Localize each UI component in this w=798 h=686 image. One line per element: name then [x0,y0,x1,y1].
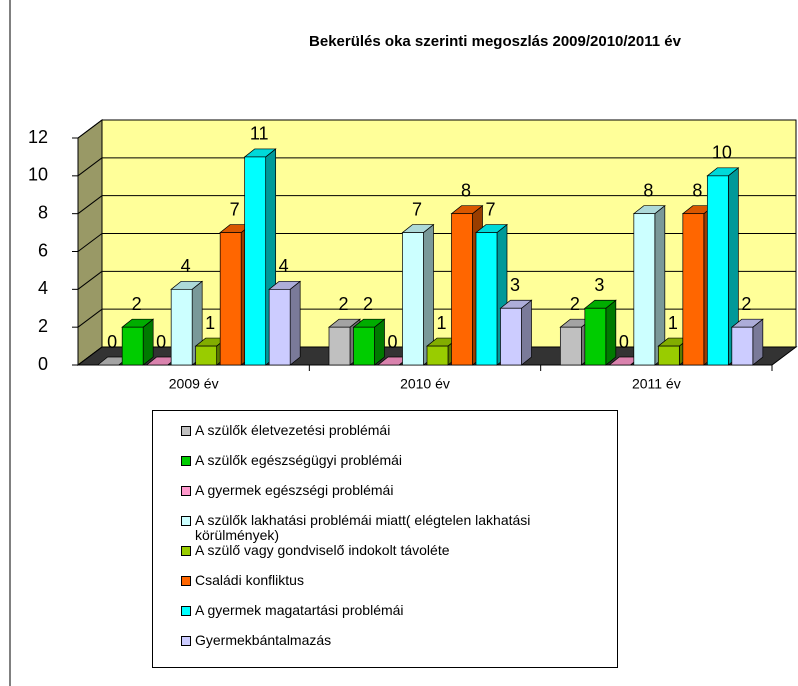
data-label: 2 [741,294,751,314]
legend-item: Gyermekbántalmazás [181,633,617,663]
data-label: 0 [107,332,117,352]
bar [475,232,498,366]
bar [706,175,729,366]
y-tick-label: 8 [38,202,48,222]
bar [451,213,473,366]
y-tick-label: 10 [28,165,48,185]
y-tick-label: 0 [38,354,48,374]
data-label: 1 [205,313,215,333]
data-label: 7 [412,199,422,219]
bar [559,326,582,366]
grid-line [77,195,103,215]
data-label: 1 [436,313,446,333]
legend-swatch [181,456,191,466]
chart-title: Bekerülés oka szerinti megoszlás 2009/20… [309,33,682,50]
bar [170,288,193,366]
bar [731,326,754,366]
legend-label: Gyermekbántalmazás [195,632,332,648]
y-tick-label: 12 [28,127,48,147]
data-label: 2 [363,294,373,314]
data-label: 0 [619,332,629,352]
bar [244,156,267,366]
bar [328,326,351,366]
y-tick-label: 4 [38,278,48,298]
legend-label: Családi konfliktus [195,572,304,588]
legend-swatch [181,636,191,646]
legend-label: A szülők életvezetési problémái [195,422,391,438]
bar [353,326,375,366]
bar [500,307,522,366]
legend-swatch [181,546,191,556]
data-label: 11 [250,124,269,144]
bar [219,232,242,366]
legend-item: Családi konfliktus [181,573,617,603]
bar-side [521,299,532,366]
bar [402,232,424,366]
legend-swatch [181,486,191,496]
bar [268,288,291,366]
legend-item: A szülők életvezetési problémái [181,423,617,453]
bar [682,213,705,366]
legend-swatch [181,576,191,586]
bar [195,345,218,366]
y-tick-label: 2 [38,316,48,336]
grid-line [77,233,103,252]
x-tick-label: 2009 év [169,376,219,392]
legend-label: A szülők lakhatási problémái miatt( elég… [195,512,531,543]
data-label: 0 [387,332,397,352]
legend-label: A szülők egészségügyi problémái [195,452,403,468]
legend-label: A szülő vagy gondviselő indokolt távolét… [195,542,450,558]
data-label: 7 [230,199,240,219]
data-label: 8 [692,180,702,200]
y-tick-label: 6 [38,240,48,260]
legend-item: A szülők egészségügyi problémái [181,453,617,483]
x-tick-label: 2011 év [632,376,681,392]
bar [121,326,144,366]
data-label: 2 [338,294,348,314]
bar [633,213,656,366]
data-label: 4 [181,256,191,276]
bar-side [289,280,301,366]
data-label: 8 [461,180,471,200]
legend-item: A gyermek magatartási problémái [181,603,617,633]
legend-swatch [181,516,191,526]
data-label: 3 [594,275,604,295]
grid-line [77,119,103,139]
legend: A szülők életvezetési problémái A szülők … [152,410,618,668]
x-tick-label: 2010 év [400,376,450,392]
legend-label: A gyermek magatartási problémái [195,602,404,618]
bar-side [654,204,666,366]
data-label: 10 [712,143,732,163]
bar [426,345,449,366]
data-label: 0 [156,332,166,352]
data-label: 2 [570,294,580,314]
grid-line [77,270,103,290]
bar [657,345,680,366]
legend-swatch [181,426,191,436]
grid-line [77,157,103,177]
data-label: 3 [510,275,520,295]
grid-line [77,308,103,328]
legend-label: A gyermek egészségi problémái [195,482,394,498]
data-label: 4 [279,256,289,276]
bar-side [605,299,617,366]
grid-line [77,346,103,366]
legend-item: A gyermek egészségi problémái [181,483,617,513]
data-label: 8 [643,180,653,200]
legend-item: A szülő vagy gondviselő indokolt távolét… [181,543,617,573]
legend-swatch [181,606,191,616]
legend-item: A szülők lakhatási problémái miatt( elég… [181,513,617,543]
data-label: 7 [485,199,495,219]
data-label: 1 [668,313,678,333]
bar [584,307,607,366]
data-label: 2 [132,294,142,314]
